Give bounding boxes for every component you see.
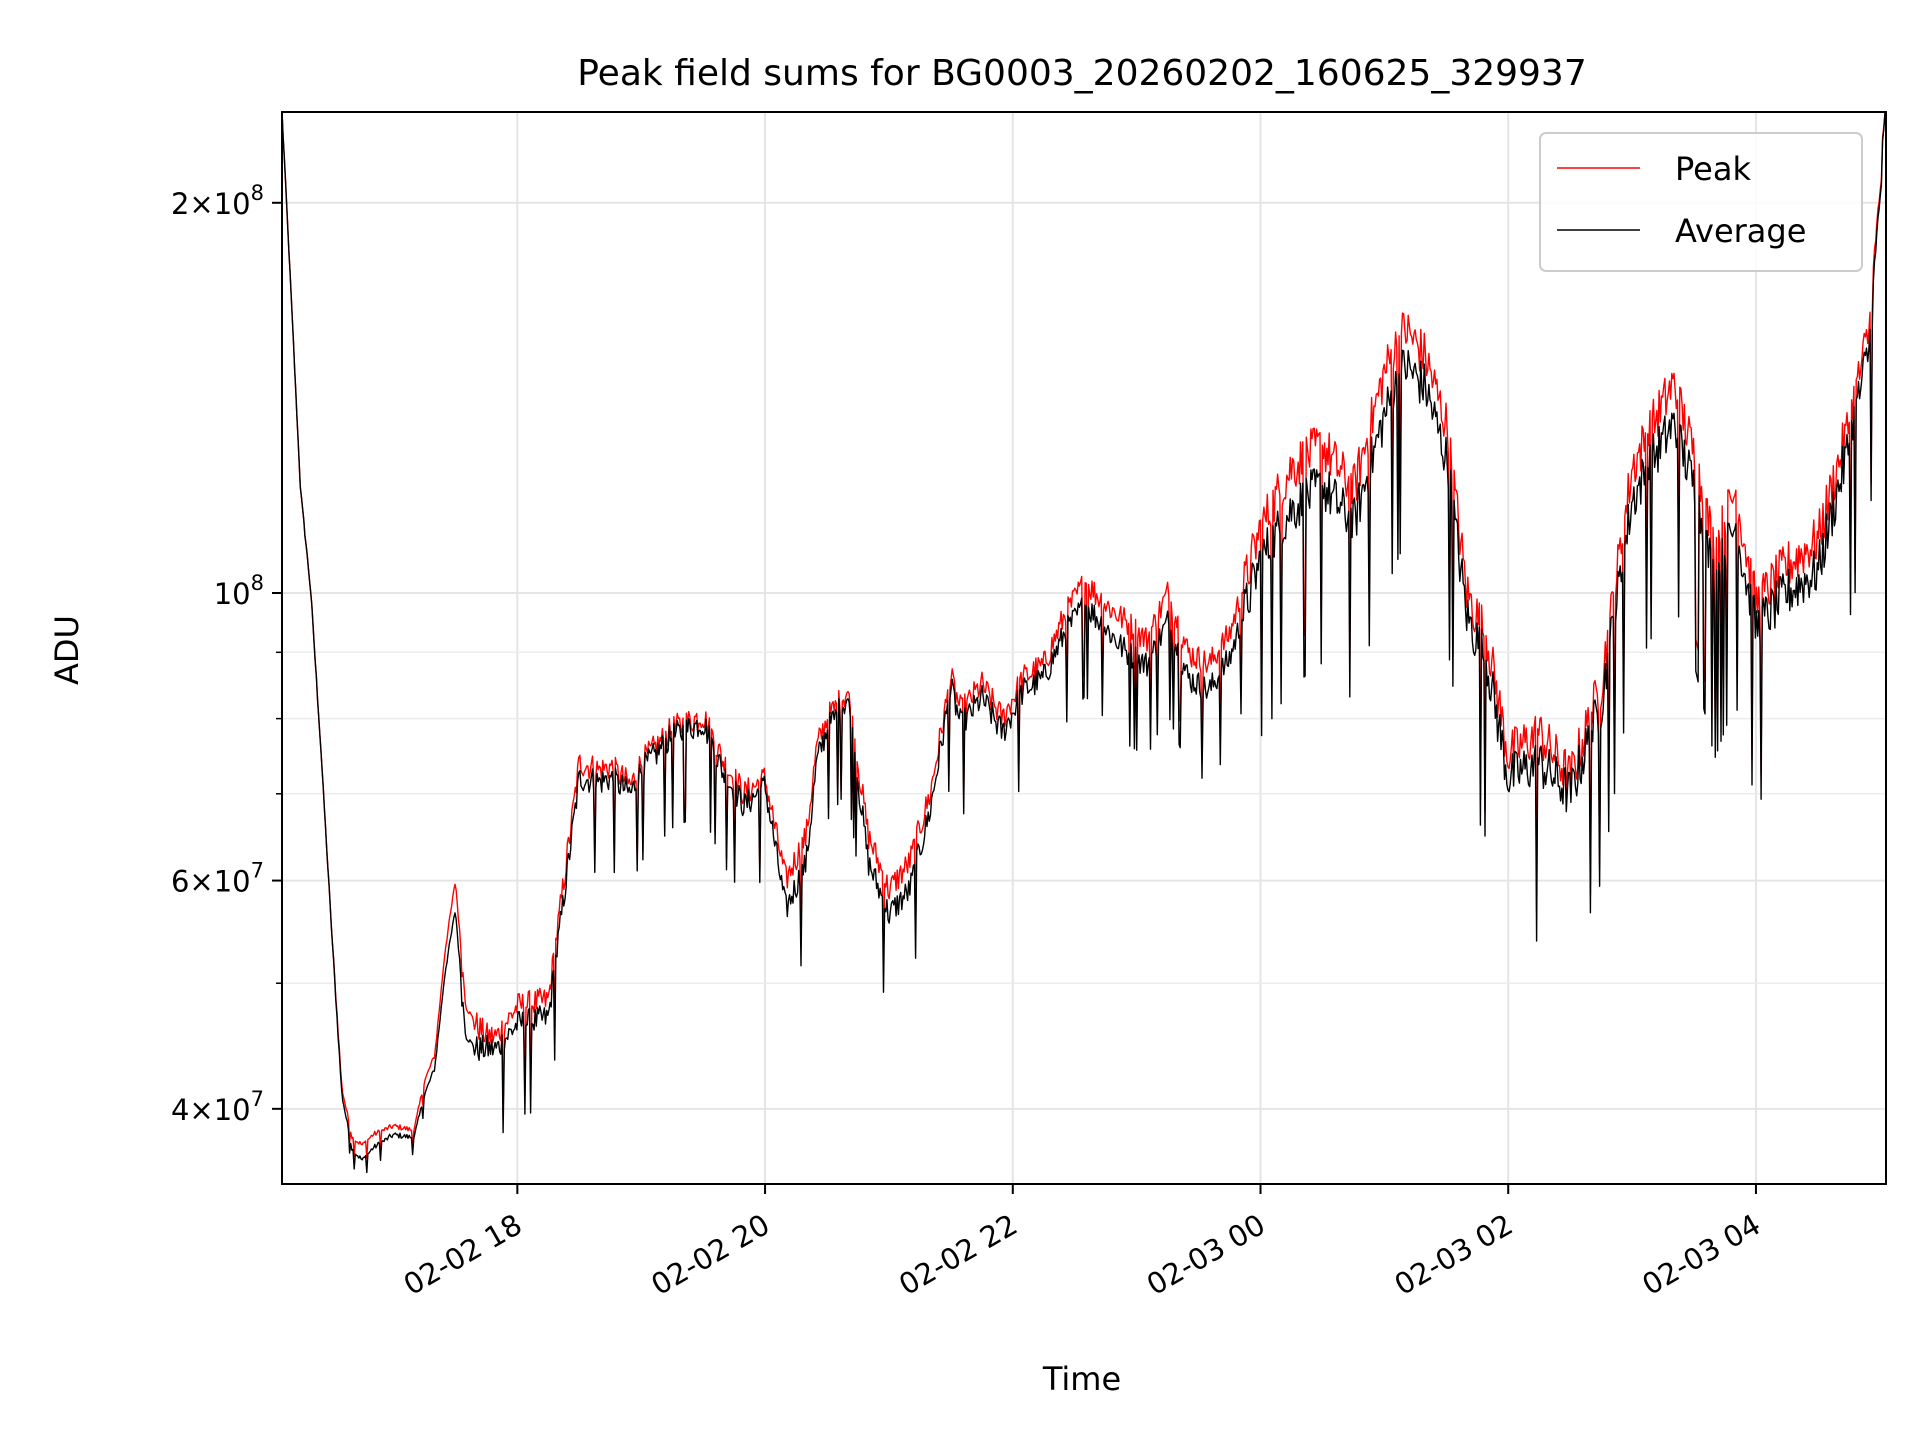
legend-label-average: Average xyxy=(1675,212,1806,250)
y-tick-label: 108 xyxy=(214,571,264,611)
series-layer xyxy=(282,112,1886,1174)
y-tick-label: 6×107 xyxy=(171,859,264,899)
x-axis-label: Time xyxy=(1042,1360,1121,1398)
chart-title: Peak field sums for BG0003_20260202_1606… xyxy=(577,53,1587,94)
y-tick-label: 2×108 xyxy=(171,181,264,221)
y-axis-label: ADU xyxy=(48,615,86,685)
legend: Peak Average xyxy=(1539,132,1863,272)
plot-frame xyxy=(281,111,1887,1185)
y-tick-label: 4×107 xyxy=(171,1087,264,1127)
series-line-average xyxy=(282,112,1886,1174)
legend-label-peak: Peak xyxy=(1675,150,1751,188)
